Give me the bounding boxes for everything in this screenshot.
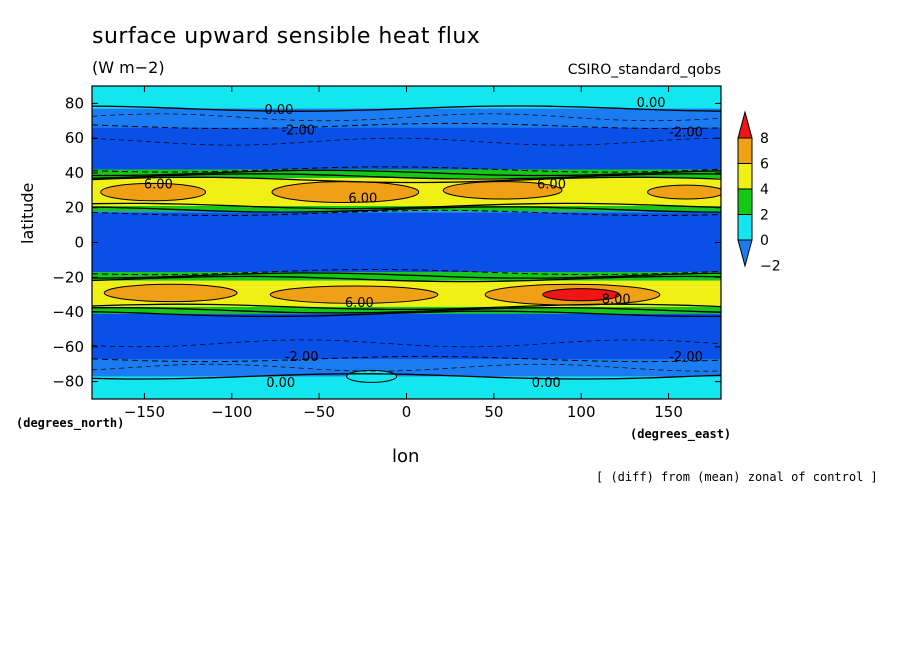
contour-band [92,313,721,360]
contour-line [92,173,721,180]
colorbar-arrow-bottom [737,239,753,268]
contour-band [92,178,721,186]
y-tick-label: −80 [52,373,84,391]
contour-blob [442,181,563,200]
contour-label: 6.00 [144,178,173,193]
x-axis: −150 −100 −50 0 50 100 150 [124,86,683,421]
contour-fills [92,86,721,399]
contour-labels: 0.00 0.00-2.00 -2.006.006.006.008.006.00-2… [144,96,703,391]
contour-line [92,307,721,314]
x-tick-label: 50 [484,403,503,421]
contour-line [92,310,721,318]
contour-blob [100,182,207,202]
contour-band [92,108,721,126]
y-tick-label: −60 [52,338,84,356]
contour-label: 0.00 [266,376,295,391]
colorbar-label: −2 [760,259,781,275]
model-label: CSIRO_standard_qobs [567,62,721,78]
contour-blob [647,184,721,200]
y-tick-label: 40 [65,164,84,182]
x-tick-label: −150 [124,403,165,421]
contour-line [92,169,721,177]
contour-line [92,113,721,122]
contour-band [92,239,721,246]
contour-band [92,272,721,281]
x-tick-label: 0 [402,403,412,421]
y-tick-label: −40 [52,303,84,321]
colorbar-label: 4 [760,182,769,198]
contour-label: 6.00 [348,192,377,207]
contour-line [92,339,721,348]
contour-line [92,137,721,146]
contour-band [92,169,721,179]
contour-blob [103,283,238,303]
contour-band [92,280,721,288]
contour-blob [346,369,398,383]
contour-line [92,176,721,184]
colorbar-segment [737,214,753,241]
contour-band [92,306,721,314]
footnote: [ (diff) from (mean) zonal of control ] [596,470,878,484]
contour-blob [269,285,439,304]
colorbar-segment [737,137,753,164]
contour-line [92,355,721,363]
y-tick-label: −20 [52,268,84,286]
contour-label: -2.00 [669,350,703,365]
contour-blob [271,181,420,204]
contour-label: 6.00 [537,178,566,193]
contour-label: 6.00 [345,296,374,311]
contour-line [92,209,721,216]
y-axis: −80 −60 −40 −20 0 20 40 60 80 [52,94,721,391]
contour-line [92,202,721,210]
contour-label: 0.00 [637,96,666,111]
contour-lines [92,105,721,380]
chart-title: surface upward sensible heat flux [92,24,481,49]
contour-band [92,86,721,109]
contour-line [92,166,721,173]
colorbar-label: 0 [760,233,769,249]
colorbar-label: 8 [760,131,769,147]
x-tick-label: 100 [567,403,596,421]
contour-line [92,275,721,283]
colorbar-segment [737,188,753,215]
x-axis-label: lon [392,446,420,467]
contour-line [92,122,721,130]
contour-label: -2.00 [281,124,315,139]
contour-line [92,303,721,311]
contour-band [92,127,721,170]
contour-label: 8.00 [602,292,631,307]
contour-line [92,363,721,372]
contour-band [92,359,721,377]
contour-label: -2.00 [285,350,319,365]
colorbar: 8 6 4 2 0 −2 [737,110,781,275]
contour-label: -2.00 [669,125,703,140]
contour-line [92,373,721,380]
y-tick-label: 60 [65,129,84,147]
x-unit-label: (degrees_east) [630,427,732,441]
colorbar-segment [737,163,753,190]
x-tick-label: −100 [211,403,252,421]
y-tick-label: 0 [74,234,84,252]
contour-line [92,269,721,276]
contour-band [92,376,721,399]
x-tick-label: 150 [654,403,683,421]
contour-line [92,105,721,112]
colorbar-label: 2 [760,208,769,224]
y-unit-label: (degrees_north) [16,416,125,430]
colorbar-label: 6 [760,157,769,173]
colorbar-arrow-top [737,110,753,139]
contour-label: 0.00 [532,376,561,391]
x-tick-label: −50 [303,403,335,421]
contour-blob [542,288,621,302]
y-tick-label: 80 [65,94,84,112]
y-tick-label: 20 [65,199,84,217]
contour-label: 0.00 [264,103,293,118]
contour-line [92,206,721,213]
contour-line [92,272,721,279]
chart-units: (W m−2) [92,58,165,77]
